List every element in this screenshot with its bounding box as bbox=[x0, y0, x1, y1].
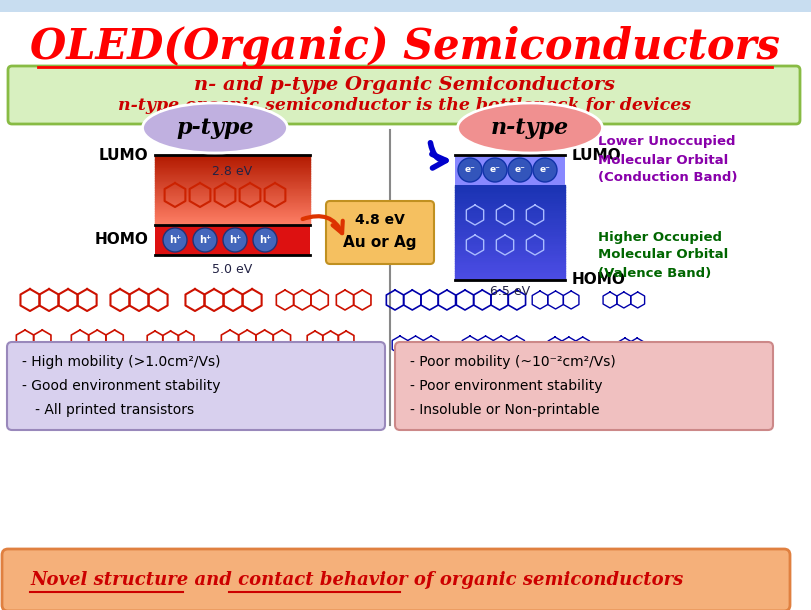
Text: Lower Unoccupied
Molecular Orbital
(Conduction Band): Lower Unoccupied Molecular Orbital (Cond… bbox=[598, 135, 737, 184]
FancyArrowPatch shape bbox=[303, 216, 343, 233]
Text: Novel structure and contact behavior of organic semiconductors: Novel structure and contact behavior of … bbox=[30, 571, 683, 589]
Circle shape bbox=[253, 228, 277, 252]
Text: n- and p-type Organic Semiconductors: n- and p-type Organic Semiconductors bbox=[195, 76, 616, 94]
FancyBboxPatch shape bbox=[2, 549, 790, 610]
Text: n-type: n-type bbox=[491, 117, 569, 139]
Text: Au or Ag: Au or Ag bbox=[343, 234, 417, 249]
Circle shape bbox=[193, 228, 217, 252]
Text: 6.5 eV: 6.5 eV bbox=[490, 285, 530, 298]
FancyArrowPatch shape bbox=[431, 143, 446, 168]
Circle shape bbox=[163, 228, 187, 252]
Ellipse shape bbox=[143, 103, 288, 153]
Text: h⁺: h⁺ bbox=[169, 235, 181, 245]
Text: Higher Occupied
Molecular Orbital
(Valence Band): Higher Occupied Molecular Orbital (Valen… bbox=[598, 231, 728, 279]
Ellipse shape bbox=[457, 103, 603, 153]
Text: LUMO: LUMO bbox=[98, 148, 148, 162]
Circle shape bbox=[508, 158, 532, 182]
Text: OLED(Organic) Semiconductors: OLED(Organic) Semiconductors bbox=[30, 26, 780, 68]
Circle shape bbox=[458, 158, 482, 182]
Text: 5.0 eV: 5.0 eV bbox=[212, 263, 252, 276]
Text: h⁺: h⁺ bbox=[199, 235, 211, 245]
Bar bbox=[0, 0, 811, 12]
Text: - High mobility (>1.0cm²/Vs)
- Good environment stability
   - All printed trans: - High mobility (>1.0cm²/Vs) - Good envi… bbox=[22, 355, 221, 417]
Circle shape bbox=[483, 158, 507, 182]
Text: h⁺: h⁺ bbox=[229, 235, 241, 245]
Text: e⁻: e⁻ bbox=[490, 165, 500, 174]
Text: 2.8 eV: 2.8 eV bbox=[212, 165, 252, 178]
FancyBboxPatch shape bbox=[326, 201, 434, 264]
Text: HOMO: HOMO bbox=[94, 232, 148, 248]
Text: HOMO: HOMO bbox=[572, 273, 626, 287]
Text: e⁻: e⁻ bbox=[539, 165, 551, 174]
Circle shape bbox=[533, 158, 557, 182]
Text: LUMO: LUMO bbox=[572, 148, 621, 162]
Circle shape bbox=[223, 228, 247, 252]
Text: e⁻: e⁻ bbox=[514, 165, 526, 174]
Text: e⁻: e⁻ bbox=[465, 165, 475, 174]
FancyBboxPatch shape bbox=[395, 342, 773, 430]
Bar bbox=[155, 225, 310, 255]
Text: p-type: p-type bbox=[176, 117, 254, 139]
Text: h⁺: h⁺ bbox=[259, 235, 271, 245]
Text: 4.3 eV: 4.3 eV bbox=[490, 134, 530, 147]
Text: - Poor mobility (~10⁻²cm²/Vs)
- Poor environment stability
- Insoluble or Non-pr: - Poor mobility (~10⁻²cm²/Vs) - Poor env… bbox=[410, 355, 616, 417]
FancyBboxPatch shape bbox=[7, 342, 385, 430]
FancyBboxPatch shape bbox=[8, 66, 800, 124]
Text: 4.8 eV: 4.8 eV bbox=[355, 213, 405, 227]
Text: n-type organic semiconductor is the bottleneck for devices: n-type organic semiconductor is the bott… bbox=[118, 98, 692, 115]
Bar bbox=[455, 155, 565, 185]
